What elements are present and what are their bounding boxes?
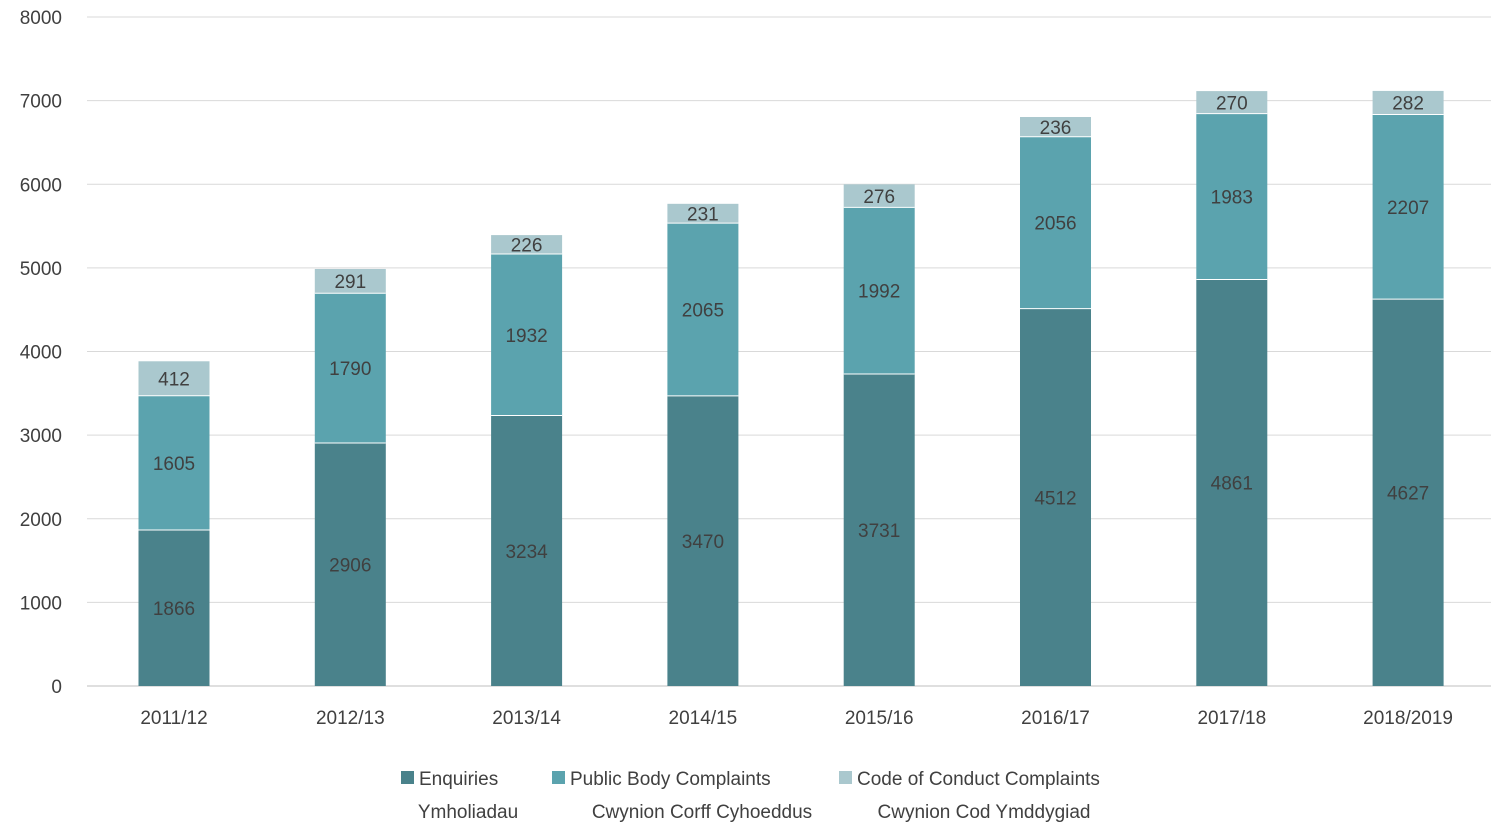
x-tick-label: 2018/2019 [1363, 708, 1453, 729]
bar-segment-public-body-complaints [1020, 136, 1091, 309]
y-tick-label: 7000 [20, 92, 62, 113]
data-label: 1790 [329, 359, 371, 380]
x-tick-label: 2016/17 [1021, 708, 1090, 729]
x-tick-label: 2017/18 [1197, 708, 1266, 729]
data-label: 226 [511, 236, 543, 257]
data-label: 276 [863, 187, 895, 208]
data-label: 1983 [1211, 188, 1253, 209]
data-label: 3234 [505, 542, 548, 563]
data-label: 291 [334, 272, 366, 293]
bar-segment-public-body-complaints [843, 207, 915, 374]
bar-segment-code-of-conduct-complaints [1372, 90, 1444, 115]
x-tick-label: 2013/14 [492, 708, 561, 729]
data-label: 2906 [329, 555, 371, 576]
x-tick-label: 2012/13 [316, 708, 385, 729]
bar-segment-code-of-conduct-complaints [1020, 117, 1091, 137]
bar-segment-enquiries [138, 529, 210, 686]
data-label: 1932 [505, 326, 547, 347]
bar-segment-code-of-conduct-complaints [138, 361, 210, 396]
y-tick-label: 1000 [20, 593, 62, 614]
x-tick-label: 2014/15 [669, 708, 738, 729]
bar-segment-public-body-complaints [667, 223, 739, 396]
data-labels: 1866 1605 412 2906 1790 291 3234 1932 226 3470 206… [153, 93, 1429, 620]
legend-label-welsh: Cwynion Cod Ymddygiad [878, 802, 1091, 823]
data-label: 4512 [1034, 488, 1076, 509]
data-label: 1992 [858, 282, 900, 303]
data-label: 2065 [682, 300, 724, 321]
data-label: 236 [1040, 118, 1072, 139]
y-tick-label: 0 [51, 677, 62, 698]
bar-segment-code-of-conduct-complaints [843, 184, 915, 208]
y-axis: 0 1000 2000 3000 4000 5000 6000 7000 8000 [20, 8, 62, 698]
legend-swatch [839, 771, 852, 784]
legend-label-welsh: Ymholiadau [418, 802, 518, 823]
bars [138, 90, 1444, 686]
data-label: 1866 [153, 599, 195, 620]
legend-label-welsh: Cwynion Corff Cyhoeddus [592, 802, 812, 823]
x-axis: 2011/12 2012/13 2013/14 2014/15 2015/16 2016/… [140, 708, 1453, 729]
bar-segment-public-body-complaints [138, 395, 210, 530]
y-tick-label: 5000 [20, 259, 62, 280]
bar-segment-enquiries [1372, 299, 1444, 686]
bar-segment-public-body-complaints [1372, 114, 1444, 300]
data-label: 412 [158, 370, 190, 391]
data-label: 2207 [1387, 198, 1429, 219]
data-label: 282 [1392, 94, 1424, 115]
bar-segment-public-body-complaints [491, 253, 563, 416]
data-label: 3470 [682, 532, 724, 553]
bar-segment-public-body-complaints [1196, 113, 1268, 280]
data-label: 2056 [1034, 214, 1076, 235]
x-tick-label: 2011/12 [140, 708, 207, 729]
y-tick-label: 8000 [20, 8, 62, 29]
bar-segment-code-of-conduct-complaints [1196, 91, 1268, 114]
bar-segment-code-of-conduct-complaints [667, 203, 739, 224]
data-label: 1605 [153, 454, 195, 475]
data-label: 4861 [1211, 474, 1253, 495]
bar-segment-enquiries [667, 395, 739, 686]
bar-segment-enquiries [1020, 308, 1091, 686]
bar-segment-enquiries [1196, 279, 1268, 686]
data-label: 4627 [1387, 484, 1429, 505]
y-tick-label: 4000 [20, 343, 62, 364]
bar-segment-enquiries [843, 373, 915, 686]
x-tick-label: 2015/16 [845, 708, 914, 729]
legend-label: Public Body Complaints [570, 769, 771, 790]
legend-swatch [552, 771, 565, 784]
bar-segment-enquiries [314, 442, 386, 686]
data-label: 270 [1216, 93, 1248, 114]
y-tick-label: 2000 [20, 510, 62, 531]
bar-segment-public-body-complaints [314, 293, 386, 443]
gridlines [87, 16, 1491, 687]
legend: Enquiries Ymholiadau Public Body Complaint… [401, 769, 1100, 823]
legend-label: Code of Conduct Complaints [857, 769, 1100, 790]
bar-segment-code-of-conduct-complaints [491, 235, 563, 254]
y-tick-label: 6000 [20, 175, 62, 196]
y-tick-label: 3000 [20, 426, 62, 447]
legend-label: Enquiries [419, 769, 498, 790]
bar-segment-enquiries [491, 415, 563, 686]
bar-segment-code-of-conduct-complaints [314, 268, 386, 294]
legend-swatch [401, 771, 414, 784]
data-label: 3731 [858, 521, 900, 542]
data-label: 231 [687, 204, 719, 225]
